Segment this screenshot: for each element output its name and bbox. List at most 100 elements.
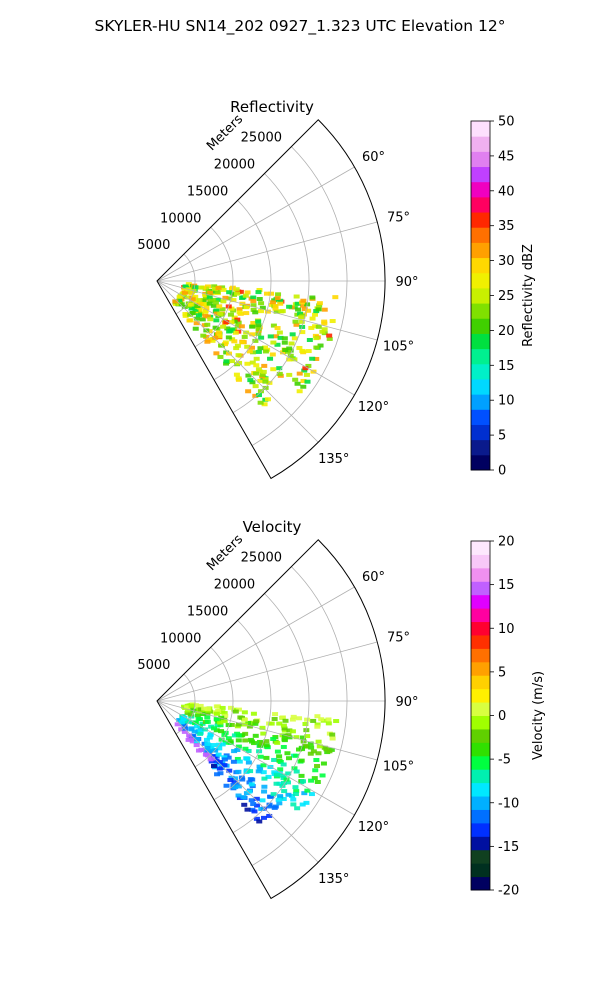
- colorbar-swatch: [471, 454, 490, 471]
- colorbar-swatch: [471, 378, 490, 395]
- colorbar-swatch: [471, 287, 490, 304]
- azimuth-line: [156, 280, 355, 396]
- colorbar-label: Velocity (m/s): [531, 671, 546, 760]
- azimuth-tick-label: 120°: [358, 400, 389, 415]
- sector-outline: [156, 539, 386, 900]
- colorbar-swatch: [471, 742, 490, 757]
- azimuth-tick-label: 105°: [383, 760, 414, 775]
- colorbar-swatch: [471, 688, 490, 703]
- reflectivity-panel: Reflectivity 5000 10000 15000 20000 25000 60° 7…: [137, 98, 536, 480]
- colorbar-tick-label: 10: [498, 394, 515, 409]
- colorbar-swatch: [471, 809, 490, 824]
- colorbar: -20 -15 -10 -5 0 5 10 15 20 Velocity (m/s): [470, 535, 546, 899]
- colorbar-tick-label: 5: [498, 665, 506, 680]
- colorbar-swatch: [471, 648, 490, 663]
- colorbar-swatch: [471, 567, 490, 582]
- colorbar-tick-label: 25: [498, 289, 515, 304]
- panel-title: Velocity: [243, 518, 302, 536]
- azimuth-line: [156, 166, 355, 282]
- colorbar-swatch: [471, 702, 490, 716]
- colorbar-swatch: [471, 594, 490, 609]
- range-tick-label: 20000: [214, 578, 255, 593]
- colorbar-swatch: [471, 675, 490, 690]
- colorbar-tick-label: 35: [498, 219, 515, 234]
- colorbar-tick-label: 20: [498, 535, 515, 550]
- range-tick-label: 5000: [137, 238, 170, 253]
- colorbar-swatch: [471, 333, 490, 350]
- colorbar-tick-label: 15: [498, 359, 515, 374]
- colorbar-swatch: [471, 394, 490, 410]
- range-tick-label: 25000: [241, 131, 282, 146]
- panel-title: Reflectivity: [230, 98, 314, 116]
- azimuth-line: [156, 586, 355, 702]
- colorbar-swatch: [471, 181, 490, 198]
- colorbar-tick-label: -20: [498, 884, 519, 899]
- colorbar-tick-label: -10: [498, 796, 519, 811]
- azimuth-line: [156, 221, 378, 282]
- range-ring: [194, 646, 234, 768]
- azimuth-tick-label: 135°: [318, 452, 349, 467]
- azimuth-line: [156, 700, 355, 816]
- sector-outline: [156, 119, 386, 480]
- radar-echoes: [172, 282, 339, 407]
- range-ring: [175, 673, 196, 735]
- colorbar-tick-label: 10: [498, 622, 515, 637]
- azimuth-tick-label: 75°: [387, 630, 410, 645]
- colorbar-swatch: [471, 272, 490, 289]
- azimuth-tick-label: 105°: [383, 340, 414, 355]
- colorbar-swatch: [471, 863, 490, 878]
- range-tick-label: 15000: [187, 184, 228, 199]
- colorbar-swatch: [471, 439, 490, 456]
- range-ring: [251, 146, 348, 446]
- colorbar-tick-label: 30: [498, 254, 515, 269]
- colorbar-tick-label: -15: [498, 840, 519, 855]
- colorbar-swatch: [471, 782, 490, 797]
- colorbar-swatch: [471, 318, 490, 334]
- colorbar-swatch: [471, 849, 490, 864]
- range-tick-label: 10000: [160, 211, 201, 226]
- colorbar-label: Reflectivity dBZ: [521, 244, 536, 347]
- range-ring: [213, 200, 272, 381]
- colorbar-swatch: [471, 554, 490, 569]
- colorbar-swatch: [471, 257, 490, 274]
- colorbar-swatch: [471, 634, 490, 649]
- colorbar-swatch: [471, 621, 490, 636]
- colorbar-swatch: [471, 608, 490, 623]
- azimuth-line: [156, 280, 319, 443]
- colorbar-swatch: [471, 409, 490, 425]
- colorbar-swatch: [471, 836, 490, 851]
- azimuth-tick-label: 75°: [387, 210, 410, 225]
- colorbar-swatch: [471, 769, 490, 784]
- azimuth-line: [156, 700, 378, 761]
- colorbar-swatch: [471, 755, 490, 770]
- colorbar-swatch: [471, 242, 490, 259]
- range-tick-label: 5000: [137, 658, 170, 673]
- range-tick-label: 15000: [187, 604, 228, 619]
- velocity-panel: Velocity 5000 10000 15000 20000 25000 60° 75° 90…: [137, 518, 546, 900]
- colorbar-swatch: [471, 363, 490, 380]
- colorbar-tick-label: 50: [498, 115, 515, 130]
- radar-echoes: [174, 702, 340, 824]
- colorbar-swatch: [471, 196, 490, 213]
- range-ring: [175, 253, 196, 315]
- colorbar-tick-label: -5: [498, 753, 511, 768]
- colorbar-tick-label: 45: [498, 149, 515, 164]
- colorbar: 0 5 10 15 20 25 30 35 40 45 50 Reflectivity dBZ: [470, 115, 536, 479]
- colorbar-swatch: [471, 581, 490, 596]
- colorbar-swatch: [471, 796, 490, 810]
- colorbar-swatch: [471, 227, 490, 243]
- colorbar-swatch: [471, 303, 490, 319]
- colorbar-tick-label: 40: [498, 184, 515, 199]
- colorbar-swatch: [471, 121, 490, 137]
- azimuth-tick-label: 135°: [318, 872, 349, 887]
- range-ring: [194, 226, 234, 348]
- azimuth-line: [156, 700, 319, 863]
- colorbar-swatch: [471, 424, 490, 441]
- colorbar-swatch: [471, 876, 490, 891]
- colorbar-swatch: [471, 151, 490, 168]
- colorbar-swatch: [471, 541, 490, 555]
- azimuth-line: [156, 641, 378, 702]
- range-tick-label: 25000: [241, 551, 282, 566]
- colorbar-swatch: [471, 661, 490, 676]
- colorbar-swatch: [471, 166, 490, 183]
